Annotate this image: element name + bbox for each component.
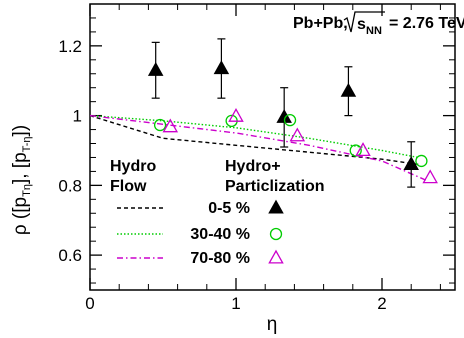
data-point — [276, 109, 292, 123]
sqrt-s-sub: NN — [366, 25, 382, 37]
data-point — [147, 61, 164, 76]
legend-particle-header-2: Particlization — [225, 178, 325, 195]
y-label-sub1: T — [21, 190, 33, 197]
legend-hydro-header-2: Flow — [110, 178, 147, 195]
hydro-flow-line — [89, 114, 419, 166]
x-axis-label: η — [267, 314, 278, 335]
y-label-sub2: η — [21, 184, 33, 190]
y-tick-label: 0.6 — [58, 246, 82, 265]
y-label-sub4: -η — [21, 136, 33, 146]
svg-text:ρ ([pTη], [pT-η]): ρ ([pTη], [pT-η]) — [10, 125, 33, 235]
y-label-main: ρ ([p — [10, 197, 31, 235]
data-point — [422, 169, 438, 184]
system-energy: = 2.76 TeV — [389, 15, 464, 32]
hydro-flow-lines — [89, 114, 427, 181]
legend: Hydro Flow Hydro+ Particlization 0-5 % 30-40 … — [110, 158, 325, 267]
data-point — [403, 156, 419, 170]
data-point — [289, 127, 306, 142]
data-point — [340, 82, 357, 97]
y-label-close: ) — [10, 125, 31, 131]
system-label: Pb+Pb, s NN = 2.76 TeV — [293, 11, 464, 37]
x-tick-label: 0 — [85, 294, 94, 313]
legend-entry-label: 30-40 % — [190, 226, 250, 243]
legend-marker-sample — [269, 227, 283, 241]
data-point — [355, 142, 371, 157]
plot-border — [89, 3, 456, 291]
data-point — [153, 118, 167, 132]
data-point — [228, 107, 244, 122]
x-tick-label: 2 — [377, 294, 386, 313]
system-prefix: Pb+Pb, — [293, 15, 348, 32]
sqrt-s: s — [357, 16, 366, 33]
data-point — [283, 113, 297, 127]
y-label-mid: ] — [10, 179, 31, 184]
y-axis-label: ρ ([pTη], [pT-η]) — [10, 125, 33, 235]
legend-entry-label: 70-80 % — [190, 250, 250, 267]
y-label-mid2: , [p — [10, 152, 31, 178]
legend-marker-sample — [268, 249, 284, 264]
data-markers — [147, 60, 438, 184]
data-point — [415, 154, 428, 168]
y-tick-label: 0.8 — [58, 176, 82, 195]
y-tick-label: 1 — [73, 107, 82, 126]
plot-frame — [89, 3, 456, 291]
x-tick-label: 1 — [231, 294, 240, 313]
legend-hydro-header-1: Hydro — [110, 158, 156, 175]
legend-particle-header-1: Hydro+ — [225, 158, 281, 175]
axis-ticks: 0 1 2 0.6 0.8 1 1.2 — [58, 4, 455, 313]
sqrt-sign — [343, 11, 385, 33]
y-label-sub3: T — [21, 145, 33, 152]
y-label-end: ] — [10, 131, 31, 136]
y-tick-label: 1.2 — [58, 37, 82, 56]
hydro-flow-line — [89, 114, 419, 159]
data-point — [213, 60, 230, 75]
legend-entry-label: 0-5 % — [208, 200, 250, 217]
data-point — [162, 118, 179, 133]
legend-marker-sample — [268, 199, 284, 214]
